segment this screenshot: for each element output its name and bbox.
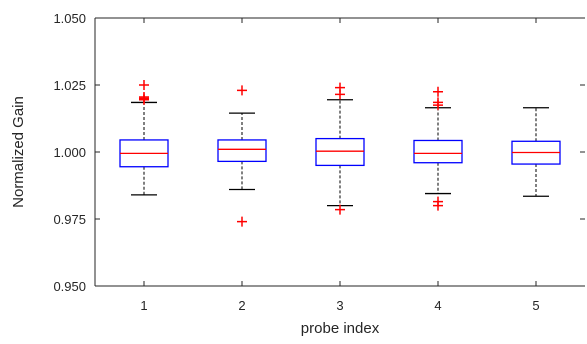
x-tick-label: 4: [434, 298, 441, 313]
x-tick-label: 5: [532, 298, 539, 313]
x-tick-label: 2: [238, 298, 245, 313]
box: [217, 139, 267, 163]
x-tick-label: 1: [140, 298, 147, 313]
outlier-marker: [237, 85, 247, 96]
x-axis-label: probe index: [301, 320, 380, 337]
outlier-marker: [335, 82, 345, 93]
y-tick-label: 1.050: [53, 11, 86, 26]
outlier-marker: [139, 80, 149, 90]
y-tick-label: 0.975: [53, 212, 86, 227]
box: [413, 139, 463, 164]
y-tick-label: 1.025: [53, 78, 86, 93]
outlier-marker: [139, 92, 149, 103]
y-tick-label: 1.000: [53, 145, 86, 160]
outlier-marker: [433, 196, 443, 207]
box: [315, 137, 365, 167]
y-tick-label: 0.950: [53, 279, 86, 294]
outlier-marker: [335, 204, 345, 215]
y-axis-label: Normalized Gain: [10, 96, 27, 208]
outlier-marker: [433, 86, 443, 97]
plot-area: 0.950 0.975 1.000 1.025 1.050 1 2 3 4 5: [53, 11, 585, 313]
outlier-marker: [433, 97, 443, 108]
x-tick-label: 3: [336, 298, 343, 313]
outlier-marker: [237, 216, 247, 227]
